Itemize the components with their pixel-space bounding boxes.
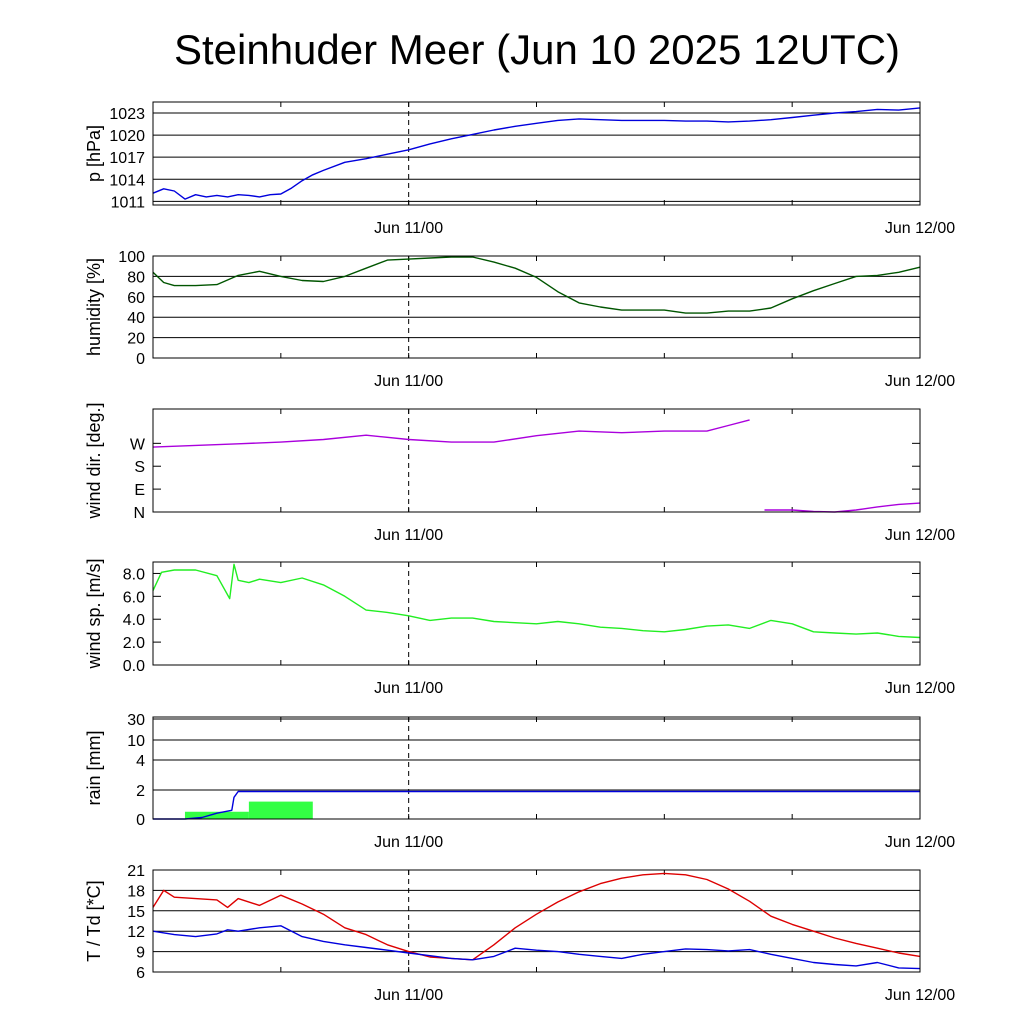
- y-axis-label: wind dir. [deg.]: [84, 402, 104, 519]
- xtick-label: Jun 11/00: [374, 373, 443, 390]
- series-line: [764, 502, 921, 513]
- ytick-label: 2: [136, 783, 145, 800]
- ytick-label: 80: [127, 269, 145, 286]
- ytick-label: 0.0: [123, 658, 145, 675]
- plot-frame: [152, 869, 921, 973]
- plot-frame: [152, 561, 921, 666]
- y-axis-label: humidity [%]: [84, 258, 104, 356]
- rain-bar: [184, 811, 249, 819]
- ytick-label: N: [133, 505, 145, 522]
- ytick-label: 18: [127, 883, 145, 900]
- plot-frame: [152, 408, 921, 513]
- y-axis-label: p [hPa]: [84, 125, 104, 182]
- xtick-label: Jun 12/00: [885, 373, 955, 390]
- ytick-label: 12: [127, 924, 145, 941]
- ytick-label: 21: [127, 863, 145, 880]
- series-line: [152, 872, 921, 961]
- xtick-label: Jun 12/00: [885, 527, 955, 544]
- ytick-label: 1023: [109, 106, 145, 123]
- xtick-label: Jun 11/00: [374, 680, 443, 697]
- ytick-label: E: [134, 482, 145, 499]
- ytick-label: 0: [136, 812, 145, 829]
- xtick-label: Jun 12/00: [885, 834, 955, 851]
- xtick-label: Jun 11/00: [374, 220, 443, 237]
- ytick-label: 15: [127, 904, 145, 921]
- ytick-label: 4: [136, 753, 145, 770]
- plot-frame: [152, 101, 921, 206]
- series-line: [152, 419, 750, 448]
- ytick-label: 0: [136, 351, 145, 368]
- plot-frame: [152, 255, 921, 359]
- y-axis-label: wind sp. [m/s]: [84, 558, 104, 669]
- ytick-label: 20: [127, 331, 145, 348]
- ytick-label: 4.0: [123, 612, 145, 629]
- ytick-label: 1017: [109, 150, 145, 167]
- ytick-label: 100: [118, 249, 145, 266]
- ytick-label: 1020: [109, 128, 145, 145]
- ytick-label: 2.0: [123, 635, 145, 652]
- ytick-label: 1014: [109, 172, 145, 189]
- ytick-label: 40: [127, 310, 145, 327]
- ytick-label: 10: [127, 733, 145, 750]
- ytick-label: 8.0: [123, 566, 145, 583]
- xtick-label: Jun 11/00: [374, 834, 443, 851]
- series-line: [152, 107, 921, 200]
- ytick-label: W: [130, 436, 146, 453]
- ytick-label: 1011: [111, 194, 146, 211]
- ytick-label: 60: [127, 290, 145, 307]
- xtick-label: Jun 12/00: [885, 220, 955, 237]
- series-line: [152, 256, 921, 314]
- xtick-label: Jun 12/00: [885, 680, 955, 697]
- xtick-label: Jun 11/00: [374, 987, 443, 1004]
- xtick-label: Jun 11/00: [374, 527, 443, 544]
- ytick-label: 30: [127, 712, 145, 729]
- ytick-label: 6.0: [123, 589, 145, 606]
- y-axis-label: T / Td [*C]: [84, 880, 104, 961]
- plot-frame: [152, 716, 921, 820]
- ytick-label: 6: [136, 965, 145, 982]
- series-line: [152, 563, 921, 639]
- ytick-label: S: [134, 459, 145, 476]
- chart-title: Steinhuder Meer (Jun 10 2025 12UTC): [173, 26, 901, 73]
- series-line: [152, 925, 921, 970]
- y-axis-label: rain [mm]: [84, 730, 104, 805]
- rain-bar: [248, 801, 313, 819]
- xtick-label: Jun 12/00: [885, 987, 955, 1004]
- ytick-label: 9: [136, 945, 145, 962]
